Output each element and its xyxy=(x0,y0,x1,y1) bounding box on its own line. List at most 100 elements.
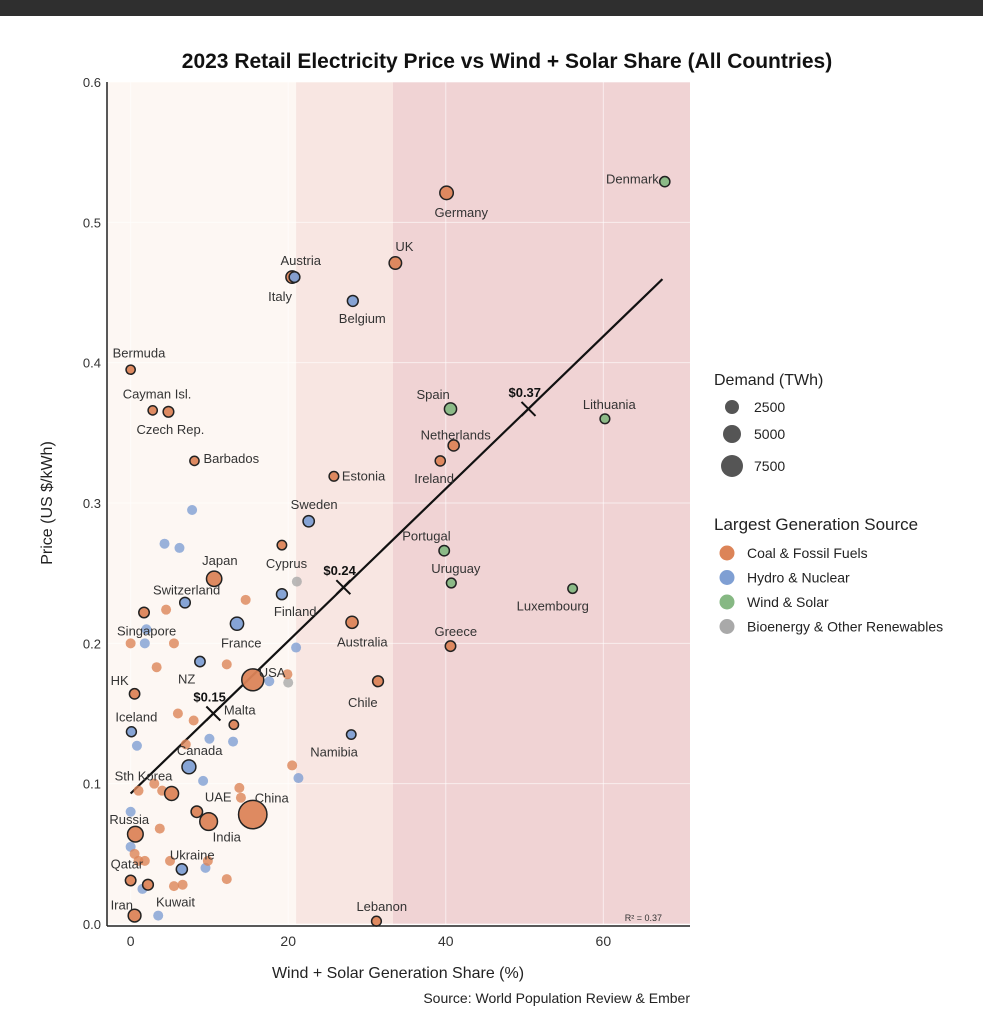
trendline-group: $0.15 $0.24 $0.37 xyxy=(129,278,664,795)
legend-color-label: Bioenergy & Other Renewables xyxy=(747,619,943,635)
data-point xyxy=(287,760,298,771)
data-point-namibia xyxy=(345,729,357,741)
data-point-canada xyxy=(181,759,197,775)
x-axis-label: Wind + Solar Generation Share (%) xyxy=(272,965,524,982)
country-label: Ireland xyxy=(414,471,454,486)
gridlines xyxy=(107,81,690,925)
country-label: Bermuda xyxy=(113,346,167,361)
data-point xyxy=(153,910,164,921)
data-point-japan xyxy=(205,570,223,588)
country-label: UAE xyxy=(205,790,232,805)
country-label: Finland xyxy=(274,604,317,619)
data-point-belgium xyxy=(346,294,359,308)
data-point-ukraine xyxy=(175,862,189,876)
data-point-china xyxy=(237,799,268,830)
country-label: Cyprus xyxy=(266,556,308,571)
country-label: Japan xyxy=(202,553,237,568)
data-point-chile xyxy=(371,675,385,688)
legend-color-swatch xyxy=(719,545,735,561)
data-point xyxy=(177,879,188,890)
country-label: Namibia xyxy=(310,745,358,760)
data-point xyxy=(172,708,183,719)
data-point-bermuda xyxy=(125,364,136,376)
chart-title: 2023 Retail Electricity Price vs Wind + … xyxy=(182,50,832,73)
country-label: Denmark xyxy=(606,172,659,187)
y-tick-label: 0.5 xyxy=(83,215,101,230)
point-labels: Denmark Germany UK Italy Austria Belgium Bermu… xyxy=(109,172,659,915)
country-label: Lebanon xyxy=(356,899,407,914)
country-label: Netherlands xyxy=(421,427,492,442)
x-tick-label: 40 xyxy=(438,933,454,949)
source-note: Source: World Population Review & Ember xyxy=(423,990,690,1006)
data-point-luxembourg xyxy=(567,583,579,595)
country-label: China xyxy=(255,791,290,806)
country-label: Belgium xyxy=(339,311,386,326)
data-point xyxy=(187,505,198,516)
country-label: Luxembourg xyxy=(517,599,589,614)
data-point xyxy=(291,576,302,587)
country-label: India xyxy=(213,830,242,845)
country-label: Italy xyxy=(268,289,292,304)
x-tick-label: 20 xyxy=(280,933,296,949)
data-point xyxy=(221,874,232,885)
r-squared-label: R² = 0.37 xyxy=(625,913,662,923)
country-label: Uruguay xyxy=(431,561,481,576)
data-point-ireland xyxy=(434,455,447,467)
data-point-sweden xyxy=(302,514,316,528)
data-point xyxy=(240,594,251,605)
data-point xyxy=(139,855,150,866)
country-label: Iran xyxy=(111,898,133,913)
data-point-france xyxy=(229,616,245,632)
y-tick-label: 0.6 xyxy=(83,75,101,90)
country-label: USA xyxy=(259,665,286,680)
country-label: HK xyxy=(111,673,129,688)
legend-color-swatch xyxy=(719,594,735,610)
y-tick-label: 0.3 xyxy=(83,496,101,511)
y-tick-label: 0.2 xyxy=(83,636,101,651)
y-tick-label: 0.0 xyxy=(83,917,101,932)
trend-marker-label: $0.37 xyxy=(508,385,541,400)
data-point-lebanon xyxy=(370,915,383,927)
legend-size-circle xyxy=(721,455,743,477)
country-label: Singapore xyxy=(117,623,176,638)
x-tick-label: 60 xyxy=(596,933,612,949)
data-point-kuwait xyxy=(141,878,155,891)
country-label: Czech Rep. xyxy=(136,422,204,437)
data-point-uk xyxy=(388,256,403,271)
data-point xyxy=(180,739,191,750)
legend-color-swatch xyxy=(719,570,735,585)
country-label: Barbados xyxy=(203,451,259,466)
country-label: Russia xyxy=(109,812,150,827)
data-point-czech-rep- xyxy=(162,405,175,418)
trend-marker-label: $0.15 xyxy=(193,690,226,705)
data-point xyxy=(202,855,213,866)
data-point xyxy=(151,662,162,673)
country-label: Ukraine xyxy=(170,847,215,862)
country-label: Iceland xyxy=(115,710,157,725)
data-point xyxy=(291,642,302,653)
data-point-russia xyxy=(126,825,144,843)
data-point xyxy=(154,823,165,834)
data-point-estonia xyxy=(328,470,340,482)
country-label: NZ xyxy=(178,672,195,687)
data-point-austria xyxy=(288,270,301,284)
data-points xyxy=(124,175,671,927)
legend-size-label: 5000 xyxy=(754,426,785,442)
country-label: Germany xyxy=(435,205,489,220)
x-tick-label: 0 xyxy=(127,933,135,949)
data-point xyxy=(159,538,170,549)
data-point-nz xyxy=(194,655,206,668)
legend-color-label: Wind & Solar xyxy=(747,594,829,610)
legend-color-title: Largest Generation Source xyxy=(714,515,918,534)
trend-marker-x xyxy=(520,401,537,417)
data-point xyxy=(133,785,144,796)
country-label: Sweden xyxy=(291,497,338,512)
country-label: UK xyxy=(395,239,413,254)
data-point-usa xyxy=(241,668,265,692)
data-point-finland xyxy=(275,588,289,601)
country-label: Lithuania xyxy=(583,397,637,412)
data-point-uae xyxy=(190,805,204,819)
data-point xyxy=(221,659,232,670)
data-point-australia xyxy=(345,615,359,630)
data-point xyxy=(125,806,136,817)
